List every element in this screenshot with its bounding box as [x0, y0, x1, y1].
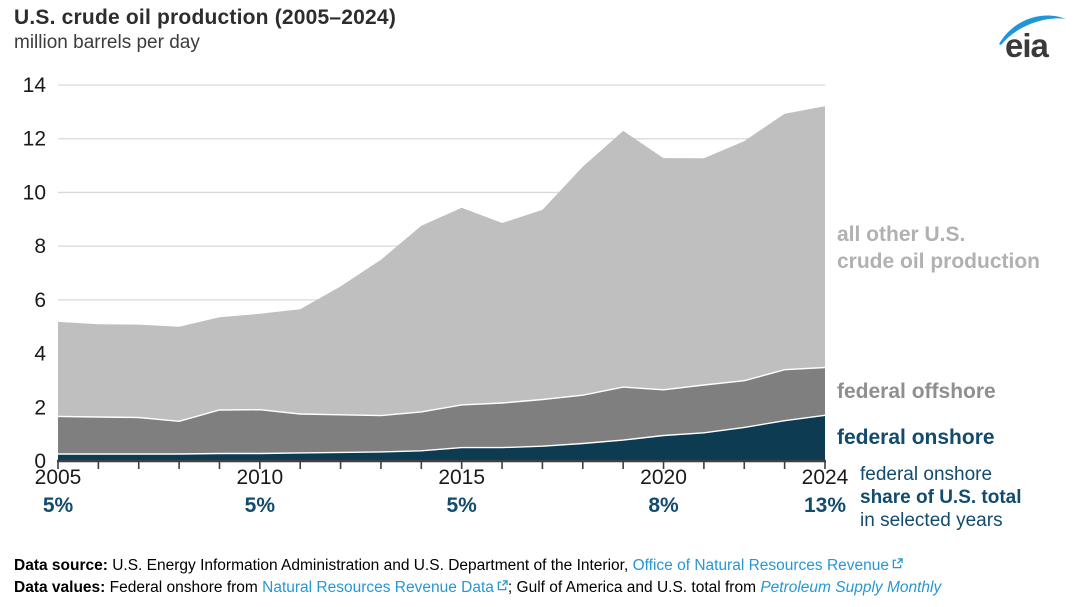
data-source-text: U.S. Energy Information Administration a… [112, 557, 633, 574]
eia-logo-swoosh-icon [999, 15, 1066, 45]
external-link-icon [892, 554, 903, 569]
federal-onshore-share-label: 13% [804, 494, 846, 517]
area-all-other-u-s-crude-oil-production [58, 106, 825, 422]
eia-logo-graphic: eia [999, 15, 1066, 64]
share-annotation-line3: in selected years [860, 510, 1003, 531]
legend-label-all-other: all other U.S. crude oil production [837, 223, 1040, 273]
x-axis-year-label: 2005 [35, 466, 82, 489]
federal-onshore-share-label: 5% [245, 494, 276, 517]
x-axis-year-label: 2020 [640, 466, 687, 489]
x-axis-year-label: 2010 [236, 466, 283, 489]
y-axis-tick-label: 4 [34, 343, 46, 366]
data-source-label: Data source: [14, 557, 113, 574]
data-values-line: Data values: Federal onshore from Natura… [14, 576, 1070, 598]
y-axis-tick-label: 6 [34, 289, 46, 312]
y-axis-tick-label: 14 [23, 74, 47, 97]
y-axis-tick-label: 8 [34, 235, 46, 258]
data-values-label: Data values: [14, 579, 110, 596]
x-axis-year-label: 2015 [438, 466, 485, 489]
legend-label-federal-onshore: federal onshore [837, 426, 995, 449]
band-separator [58, 414, 826, 455]
nrrd-link[interactable]: Natural Resources Revenue Data [262, 579, 494, 596]
eia-logo-text: eia [1005, 27, 1050, 62]
psm-link[interactable]: Petroleum Supply Monthly [760, 579, 942, 596]
x-axis-year-label: 2024 [802, 466, 849, 489]
footer-notes: Data source: U.S. Energy Information Adm… [14, 554, 1070, 598]
data-values-text1: Federal onshore from [109, 579, 263, 596]
chart-units-subtitle: million barrels per day [14, 32, 200, 53]
share-annotation-line2: share of U.S. total [860, 487, 1022, 508]
federal-onshore-share-label: 5% [447, 494, 478, 517]
legend-label-federal-offshore: federal offshore [837, 380, 996, 403]
share-annotation-line1: federal onshore [860, 464, 993, 485]
data-values-text2: ; Gulf of America and U.S. total from [507, 579, 761, 596]
area-federal-offshore [58, 367, 825, 454]
federal-onshore-share-label: 5% [43, 494, 74, 517]
y-axis-tick-label: 0 [34, 450, 46, 473]
share-annotation: federal onshore share of U.S. total in s… [860, 463, 1022, 532]
band-separator [57, 366, 826, 423]
eia-logo: eia [996, 6, 1068, 64]
federal-onshore-share-label: 8% [648, 494, 679, 517]
area-federal-onshore [58, 415, 825, 461]
y-axis-tick-label: 10 [23, 181, 46, 204]
onrr-link[interactable]: Office of Natural Resources Revenue [632, 557, 890, 574]
page-title: U.S. crude oil production (2005–2024) [14, 6, 397, 29]
y-axis-tick-label: 2 [34, 396, 46, 419]
external-link-icon [497, 576, 508, 591]
data-source-line: Data source: U.S. Energy Information Adm… [14, 554, 1070, 576]
y-axis-tick-label: 12 [23, 128, 46, 151]
